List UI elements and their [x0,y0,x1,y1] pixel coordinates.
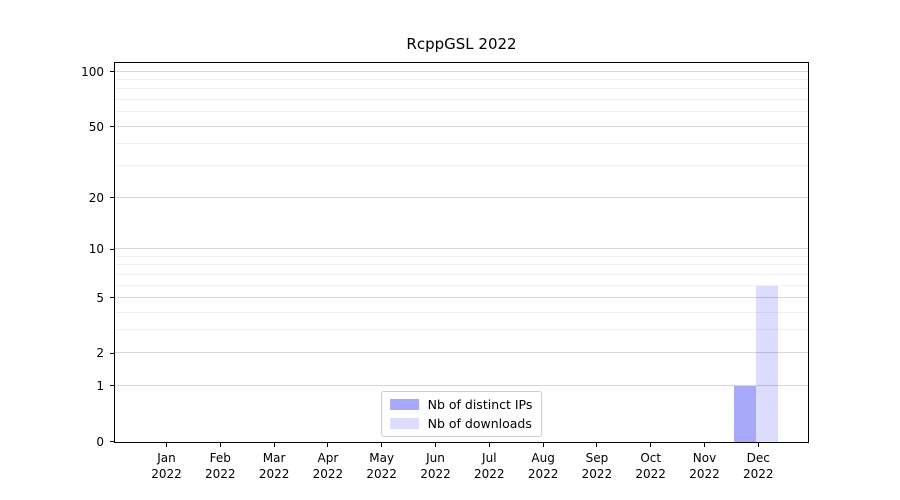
y-tick-label: 0 [96,434,104,449]
gridline-minor [115,88,808,90]
y-tick-label: 20 [88,190,104,205]
x-tick-label: Feb 2022 [205,451,236,481]
gridline-minor [115,99,808,101]
x-tick-mark [757,443,759,447]
legend-entry-downloads: Nb of downloads [389,416,533,431]
gridline-minor [115,329,808,331]
x-tick-label: Jan 2022 [151,451,182,481]
x-tick-label: Oct 2022 [635,451,666,481]
gridline-major [115,384,808,386]
y-tick-mark [110,197,114,199]
x-tick-mark [542,443,544,447]
x-tick-label: Aug 2022 [527,451,559,481]
x-tick-label: Apr 2022 [312,451,344,481]
gridline-major [115,196,808,198]
gridline-minor [115,143,808,144]
bar-nb-of-downloads [756,286,779,442]
x-tick-label: Jun 2022 [420,451,451,481]
gridline-minor [115,256,808,258]
y-tick-mark [110,71,114,73]
x-tick-label: Jul 2022 [474,451,505,481]
gridline-major [115,352,808,354]
legend-swatch-downloads [389,418,419,429]
y-tick-label: 50 [88,119,104,134]
x-tick-label: May 2022 [366,451,397,481]
legend-entry-distinct-ips: Nb of distinct IPs [389,397,533,412]
gridline-minor [115,79,808,81]
gridline-minor [115,311,808,313]
x-tick-mark [166,443,167,447]
gridline-minor [115,111,808,113]
legend: Nb of distinct IPs Nb of downloads [380,391,543,437]
gridline-major [115,248,808,250]
x-tick-mark [327,443,329,447]
x-tick-mark [435,443,436,447]
bar-nb-of-distinct-ips [734,386,757,442]
y-tick-label: 5 [96,290,104,305]
x-tick-label: Mar 2022 [258,451,290,481]
x-tick-mark [273,443,275,447]
gridline-major [115,296,808,298]
gridline-minor [115,273,808,275]
y-tick-mark [110,297,114,299]
x-tick-label: Sep 2022 [581,451,613,481]
x-tick-label: Nov 2022 [689,451,720,481]
y-tick-label: 10 [88,242,104,257]
gridline-major [115,70,808,72]
x-tick-mark [596,443,598,447]
gridline-minor [115,264,808,266]
y-tick-mark [110,352,114,354]
gridline-major [115,125,808,127]
chart-title: RcppGSL 2022 [406,35,517,53]
legend-label-distinct-ips: Nb of distinct IPs [427,397,533,412]
y-tick-label: 100 [81,64,104,79]
gridline-minor [115,284,808,286]
x-tick-mark [650,443,652,447]
x-tick-label: Dec 2022 [743,451,774,481]
legend-label-downloads: Nb of downloads [427,416,532,431]
x-tick-mark [704,443,705,447]
x-tick-mark [219,443,221,447]
y-tick-label: 2 [96,346,104,361]
legend-swatch-distinct-ips [389,399,419,410]
x-tick-mark [381,443,383,447]
y-tick-label: 1 [96,378,104,393]
plot-area: Nb of distinct IPs Nb of downloads [114,62,809,443]
y-tick-mark [110,385,114,387]
y-tick-mark [110,248,114,250]
y-tick-mark [110,126,114,128]
y-tick-mark [110,441,114,442]
x-tick-mark [488,443,490,447]
gridline-minor [115,165,808,167]
